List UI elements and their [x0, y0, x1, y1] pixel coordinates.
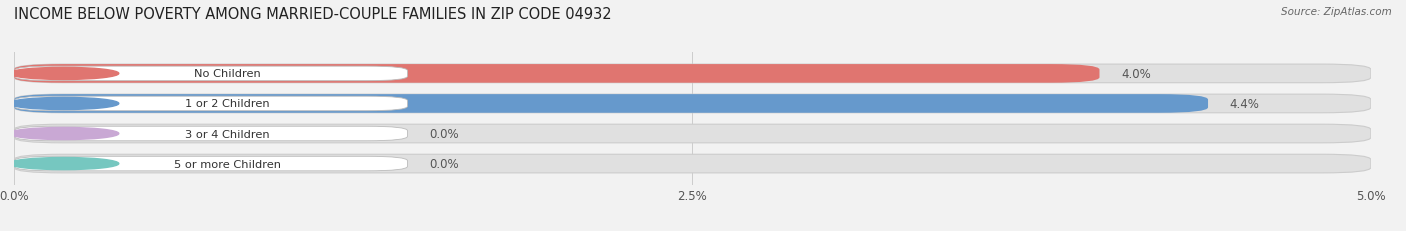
Text: No Children: No Children: [194, 69, 260, 79]
Text: Source: ZipAtlas.com: Source: ZipAtlas.com: [1281, 7, 1392, 17]
Circle shape: [8, 128, 118, 140]
Text: 5 or more Children: 5 or more Children: [173, 159, 281, 169]
FancyBboxPatch shape: [14, 155, 1371, 173]
Circle shape: [8, 158, 118, 170]
Text: 0.0%: 0.0%: [429, 128, 458, 140]
FancyBboxPatch shape: [14, 157, 408, 171]
FancyBboxPatch shape: [14, 125, 1371, 143]
Text: 3 or 4 Children: 3 or 4 Children: [184, 129, 270, 139]
FancyBboxPatch shape: [14, 67, 408, 81]
FancyBboxPatch shape: [14, 95, 1208, 113]
Text: 4.4%: 4.4%: [1230, 97, 1260, 110]
FancyBboxPatch shape: [14, 95, 1371, 113]
FancyBboxPatch shape: [14, 65, 1099, 83]
Text: 0.0%: 0.0%: [429, 157, 458, 170]
Circle shape: [8, 98, 118, 110]
Circle shape: [8, 68, 118, 80]
FancyBboxPatch shape: [14, 97, 408, 111]
Text: 4.0%: 4.0%: [1121, 68, 1152, 81]
FancyBboxPatch shape: [14, 127, 408, 141]
Text: INCOME BELOW POVERTY AMONG MARRIED-COUPLE FAMILIES IN ZIP CODE 04932: INCOME BELOW POVERTY AMONG MARRIED-COUPL…: [14, 7, 612, 22]
FancyBboxPatch shape: [14, 65, 1371, 83]
Text: 1 or 2 Children: 1 or 2 Children: [184, 99, 270, 109]
